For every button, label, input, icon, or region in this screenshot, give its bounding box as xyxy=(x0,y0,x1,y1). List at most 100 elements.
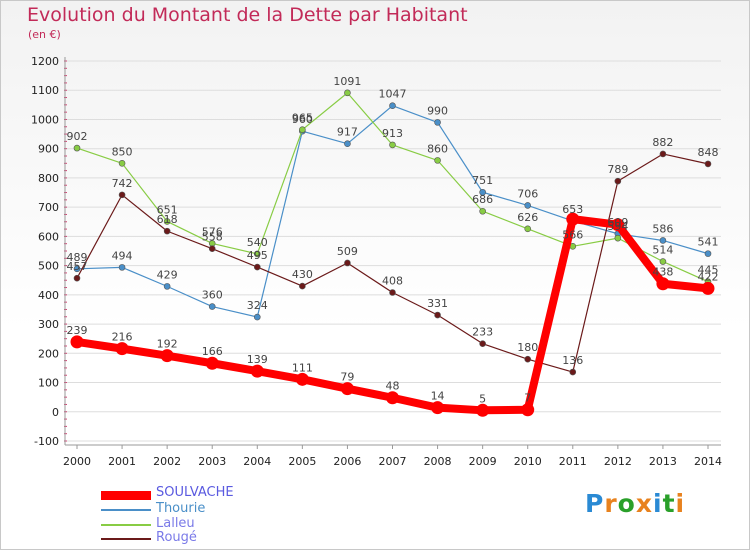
data-label: 430 xyxy=(292,268,313,281)
data-label: 965 xyxy=(292,112,313,125)
data-label: 850 xyxy=(112,145,133,158)
data-label: 422 xyxy=(698,270,719,283)
data-label: 79 xyxy=(340,371,354,384)
data-point xyxy=(73,274,81,282)
data-label: 686 xyxy=(472,193,493,206)
data-point xyxy=(163,218,171,225)
data-point xyxy=(659,258,667,265)
data-label: 216 xyxy=(112,331,133,344)
data-label: 706 xyxy=(517,187,538,200)
data-label: 111 xyxy=(292,361,313,374)
data-label: 331 xyxy=(427,297,448,310)
data-point xyxy=(295,372,309,386)
x-tick-label: 2008 xyxy=(424,455,452,468)
legend-label-lalleu: Lalleu xyxy=(156,516,195,531)
data-label: 324 xyxy=(247,299,268,312)
data-label: 438 xyxy=(652,266,673,279)
data-label: 489 xyxy=(67,251,88,264)
data-label: 653 xyxy=(562,203,583,216)
y-tick-label: 100 xyxy=(38,377,59,390)
x-tick-label: 2009 xyxy=(469,455,497,468)
data-label: 136 xyxy=(562,354,583,367)
data-label: 848 xyxy=(698,146,719,159)
x-tick-label: 2007 xyxy=(379,455,407,468)
x-tick-label: 2011 xyxy=(559,455,587,468)
data-label: 139 xyxy=(247,353,268,366)
data-label: 7 xyxy=(524,392,531,405)
data-label: 192 xyxy=(157,338,178,351)
data-label: 48 xyxy=(386,380,400,393)
y-tick-label: 900 xyxy=(38,143,59,156)
data-point xyxy=(208,303,216,310)
data-label: 960 xyxy=(292,113,313,126)
data-point xyxy=(431,401,445,415)
data-point xyxy=(566,212,580,226)
data-point xyxy=(340,382,354,396)
data-point xyxy=(659,150,667,158)
x-tick-label: 2000 xyxy=(63,455,91,468)
x-tick-label: 2001 xyxy=(108,455,136,468)
data-label: 5 xyxy=(479,392,486,405)
data-label: 860 xyxy=(427,142,448,155)
data-point xyxy=(118,160,126,167)
data-point xyxy=(118,264,126,271)
x-tick-label: 2006 xyxy=(333,455,361,468)
data-label: 902 xyxy=(67,130,88,143)
data-label: 558 xyxy=(202,231,223,244)
data-point xyxy=(344,140,351,148)
x-tick-label: 2005 xyxy=(288,455,316,468)
data-point xyxy=(70,335,84,349)
data-point xyxy=(524,225,532,233)
x-tick-label: 2003 xyxy=(198,455,226,468)
data-point xyxy=(659,237,667,244)
data-point xyxy=(208,245,216,252)
data-point xyxy=(299,126,306,133)
chart-unit: (en €) xyxy=(28,28,61,41)
data-point xyxy=(253,313,261,321)
data-label: 751 xyxy=(472,174,493,187)
data-label: 651 xyxy=(157,203,178,216)
data-label: 429 xyxy=(157,268,178,281)
data-point xyxy=(344,89,351,97)
data-label: 917 xyxy=(337,126,358,139)
y-tick-label: 0 xyxy=(52,406,59,419)
y-tick-label: 1100 xyxy=(31,84,59,97)
data-point xyxy=(704,250,712,257)
y-tick-label: -100 xyxy=(34,435,59,448)
data-label: 586 xyxy=(652,222,673,235)
data-point xyxy=(163,227,171,235)
data-label: 509 xyxy=(337,245,358,258)
data-label: 882 xyxy=(652,136,673,149)
data-label: 576 xyxy=(202,225,223,238)
x-tick-label: 2012 xyxy=(604,455,632,468)
data-point xyxy=(476,403,490,417)
data-point xyxy=(614,234,622,242)
y-tick-label: 500 xyxy=(38,260,59,273)
data-point xyxy=(389,102,396,110)
data-label: 541 xyxy=(698,236,719,249)
data-point xyxy=(434,311,441,319)
data-point xyxy=(524,202,532,209)
y-tick-label: 1000 xyxy=(31,113,59,126)
data-label: 626 xyxy=(517,211,538,224)
data-point xyxy=(205,356,219,370)
data-point xyxy=(521,403,535,417)
data-point xyxy=(611,218,625,232)
data-point xyxy=(479,340,486,347)
data-point xyxy=(344,259,351,267)
data-point xyxy=(704,160,712,168)
chart-title: Evolution du Montant de la Dette par Hab… xyxy=(27,4,468,26)
data-point xyxy=(386,391,399,405)
data-label: 913 xyxy=(382,127,403,140)
data-point xyxy=(524,355,532,363)
y-tick-label: 700 xyxy=(38,201,59,214)
data-label: 360 xyxy=(202,289,223,302)
x-tick-label: 2014 xyxy=(694,455,722,468)
legend-swatch-lalleu xyxy=(101,524,151,526)
data-label: 239 xyxy=(67,324,88,337)
data-label: 594 xyxy=(607,220,628,233)
data-label: 990 xyxy=(427,104,448,117)
y-tick-label: 200 xyxy=(38,347,59,360)
x-tick-label: 2010 xyxy=(514,455,542,468)
